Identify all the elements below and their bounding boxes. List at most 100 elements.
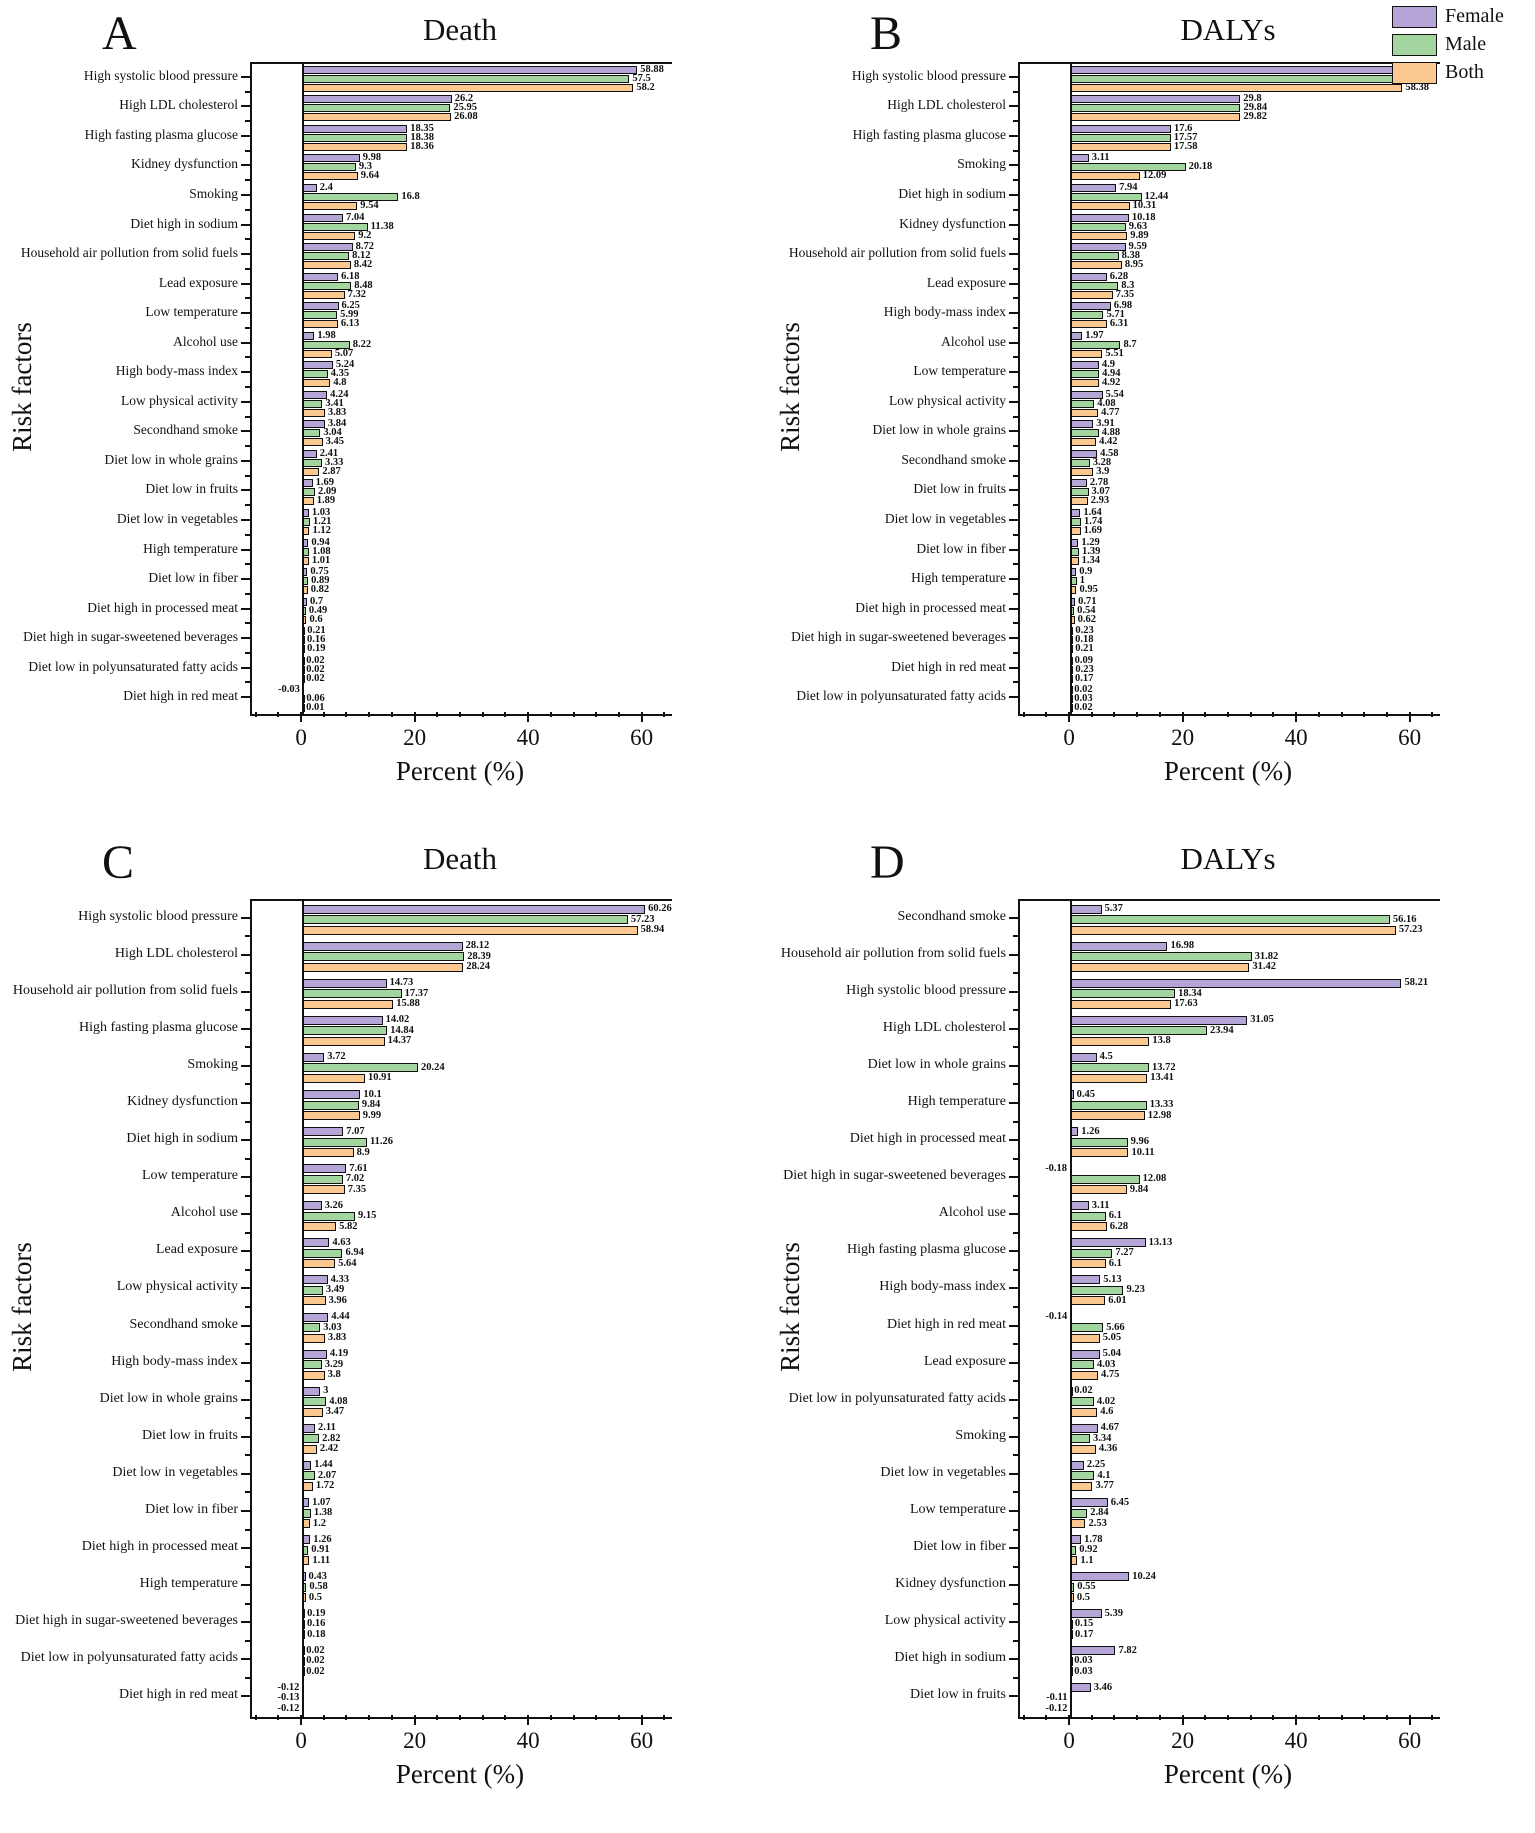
bar-both bbox=[1071, 1444, 1096, 1454]
bar-male bbox=[1071, 1508, 1088, 1518]
bar-male bbox=[1071, 517, 1081, 526]
bar-value-label: 9.89 bbox=[1130, 229, 1149, 241]
category-label: Diet low in fruits bbox=[141, 1427, 238, 1443]
y-minor-tick bbox=[245, 972, 250, 975]
y-minor-tick bbox=[245, 533, 250, 536]
y-minor-tick bbox=[1013, 681, 1018, 684]
category-label: High body-mass index bbox=[111, 1353, 238, 1369]
bar-female bbox=[1071, 95, 1241, 104]
bar-value-label: 1.12 bbox=[312, 524, 331, 536]
bar-value-label: 8.48 bbox=[354, 279, 373, 291]
bar-male bbox=[303, 1397, 327, 1407]
y-major-tick bbox=[241, 1176, 250, 1179]
category-label: Diet high in sodium bbox=[898, 185, 1006, 201]
bar-value-label: 5.24 bbox=[335, 359, 355, 371]
bar-value-label: 58.88 bbox=[640, 63, 664, 75]
x-major-tick bbox=[413, 1715, 416, 1725]
category-label: Diet high in sugar-sweetened beverages bbox=[23, 629, 238, 645]
bar-female bbox=[303, 1460, 312, 1470]
bar-both bbox=[303, 1148, 354, 1158]
category-label: Secondhand smoke bbox=[129, 1316, 238, 1332]
category-label: Diet high in sodium bbox=[126, 1131, 238, 1147]
bar-value-label: -0.12 bbox=[277, 1702, 300, 1714]
category-label: Diet low in vegetables bbox=[116, 510, 238, 526]
bar-value-label: 0.16 bbox=[306, 1618, 326, 1630]
y-minor-tick bbox=[1013, 297, 1018, 300]
y-minor-tick bbox=[245, 1454, 250, 1457]
y-major-tick bbox=[241, 1621, 250, 1624]
bar-value-label: 14.02 bbox=[385, 1014, 410, 1026]
plot-area: 60.26 57.23 58.94 28.12 28.39 28.24 14.73 17.37… bbox=[250, 899, 672, 1719]
y-minor-tick bbox=[245, 592, 250, 595]
bar-male bbox=[1071, 1137, 1128, 1147]
x-minor-tick bbox=[459, 712, 461, 717]
bar-value-label: 2.84 bbox=[1090, 1507, 1109, 1518]
y-major-tick bbox=[1009, 1176, 1018, 1179]
x-minor-tick bbox=[663, 1715, 666, 1720]
bar-female bbox=[1070, 1312, 1073, 1322]
bar-value-label: 0.5 bbox=[308, 1591, 323, 1603]
bar-value-label: 5.64 bbox=[338, 1257, 357, 1269]
bar-female bbox=[303, 124, 408, 133]
legend-swatch-male-icon bbox=[1392, 33, 1437, 56]
category-label: Alcohol use bbox=[173, 333, 238, 349]
x-minor-tick bbox=[1227, 1715, 1229, 1720]
category-label: Smoking bbox=[189, 185, 238, 201]
bar-female bbox=[303, 1275, 328, 1285]
bar-male bbox=[303, 1471, 315, 1481]
bar-value-label: 0.23 bbox=[1075, 663, 1094, 675]
bar-value-label: 1.89 bbox=[316, 495, 336, 507]
y-minor-tick bbox=[245, 1120, 250, 1123]
category-label: Diet high in red meat bbox=[891, 658, 1006, 674]
bar-value-label: 2.93 bbox=[1090, 495, 1110, 507]
bar-value-label: 13.8 bbox=[1152, 1035, 1171, 1047]
bar-value-label: 6.28 bbox=[1109, 1220, 1129, 1232]
bar-value-label: 0.17 bbox=[1075, 1628, 1094, 1640]
bar-female bbox=[1071, 904, 1102, 914]
bar-male bbox=[1071, 1545, 1077, 1555]
bar-both bbox=[302, 1704, 305, 1714]
bar-value-label: 9.84 bbox=[1129, 1183, 1149, 1195]
bar-both bbox=[1071, 1370, 1099, 1380]
bar-value-label: 0.62 bbox=[1077, 613, 1096, 625]
bar-value-label: 9.63 bbox=[1128, 220, 1148, 232]
bar-value-label: 1.98 bbox=[317, 329, 336, 341]
bar-value-label: 5.04 bbox=[1102, 1348, 1122, 1360]
bar-value-label: 3.29 bbox=[324, 1358, 344, 1370]
y-major-tick bbox=[1009, 1324, 1018, 1327]
bar-male bbox=[1071, 665, 1074, 674]
bar-both bbox=[303, 1556, 310, 1566]
y-major-tick bbox=[1009, 1472, 1018, 1475]
category-label: Diet low in vegetables bbox=[112, 1464, 238, 1480]
bar-both bbox=[1071, 1073, 1148, 1083]
category-label: High fasting plasma glucose bbox=[84, 126, 238, 142]
bar-both bbox=[1071, 1556, 1078, 1566]
bar-male bbox=[303, 517, 310, 526]
bar-male bbox=[303, 252, 350, 261]
bar-value-label: 58.94 bbox=[640, 924, 665, 936]
y-major-tick bbox=[1009, 193, 1018, 196]
bar-value-label: 0.19 bbox=[307, 1607, 326, 1619]
y-major-tick bbox=[241, 1287, 250, 1290]
y-major-tick bbox=[1009, 1361, 1018, 1364]
bar-value-label: 6.13 bbox=[340, 318, 360, 330]
bar-value-label: 0.89 bbox=[311, 575, 330, 587]
bar-value-label: 4.6 bbox=[1100, 1406, 1114, 1418]
bar-value-label: 2.09 bbox=[317, 486, 337, 498]
bar-value-label: -0.13 bbox=[277, 1692, 300, 1704]
bar-value-label: 2.07 bbox=[317, 1469, 337, 1481]
bar-female bbox=[303, 272, 339, 281]
legend-entry-female: Female bbox=[1392, 4, 1504, 29]
bar-value-label: 12.98 bbox=[1147, 1109, 1172, 1121]
y-major-tick bbox=[1009, 637, 1018, 640]
bar-value-label: 8.72 bbox=[355, 241, 374, 253]
bar-value-label: 5.71 bbox=[1106, 309, 1125, 321]
y-minor-tick bbox=[1013, 1120, 1018, 1123]
bar-both bbox=[303, 556, 309, 565]
bar-male bbox=[303, 1174, 343, 1184]
bar-male bbox=[303, 695, 306, 704]
bar-both bbox=[303, 349, 332, 358]
y-minor-tick bbox=[1013, 1417, 1018, 1420]
bar-both bbox=[303, 467, 320, 476]
bar-value-label: 7.61 bbox=[349, 1162, 368, 1174]
